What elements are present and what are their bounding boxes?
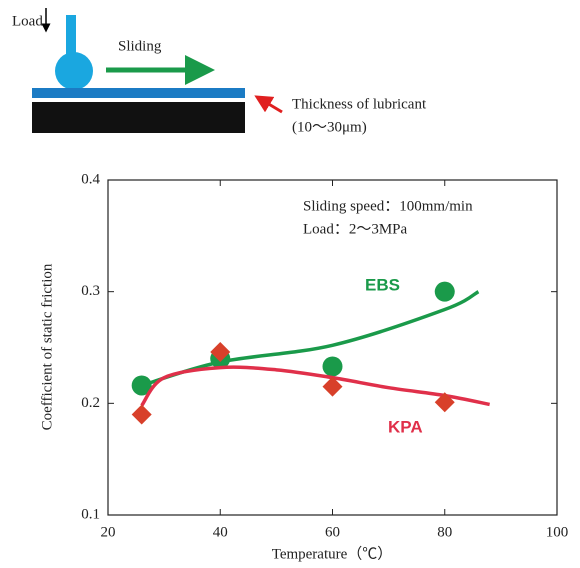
y-tick-label: 0.4: [81, 171, 100, 187]
y-tick-label: 0.3: [81, 283, 100, 299]
annotation: Load：2～3MPa: [303, 221, 408, 237]
x-tick-label: 60: [325, 524, 340, 540]
series-label: EBS: [365, 275, 400, 294]
x-tick-label: 80: [437, 524, 452, 540]
x-axis-title: Temperature（℃）: [272, 545, 393, 562]
sliding-label: Sliding: [118, 38, 162, 54]
thickness-label: Thickness of lubricant: [292, 96, 427, 112]
y-tick-label: 0.1: [81, 506, 100, 522]
x-tick-label: 20: [101, 524, 116, 540]
point: [434, 281, 455, 302]
thickness-arrow: [254, 95, 283, 114]
fit-line: [140, 365, 490, 407]
base-block: [32, 102, 245, 133]
point: [131, 375, 152, 396]
probe-ball: [55, 52, 93, 90]
thickness-range: (10～30μm): [292, 119, 367, 135]
point: [322, 356, 343, 377]
annotation: Sliding speed：100mm/min: [303, 198, 473, 214]
point: [322, 376, 343, 397]
point: [131, 404, 152, 425]
y-tick-label: 0.2: [81, 395, 100, 411]
x-tick-label: 100: [546, 524, 569, 540]
y-axis-title: Coefficient of static friction: [39, 263, 55, 430]
lubricant-layer: [32, 88, 245, 98]
point: [434, 392, 455, 413]
point: [210, 341, 231, 362]
series-label: KPA: [388, 417, 423, 436]
load-label: Load: [12, 13, 43, 29]
x-tick-label: 40: [213, 524, 228, 540]
probe-shaft: [66, 15, 76, 60]
diagram: Load Sliding Thickness of lubricant (10～…: [12, 8, 427, 135]
